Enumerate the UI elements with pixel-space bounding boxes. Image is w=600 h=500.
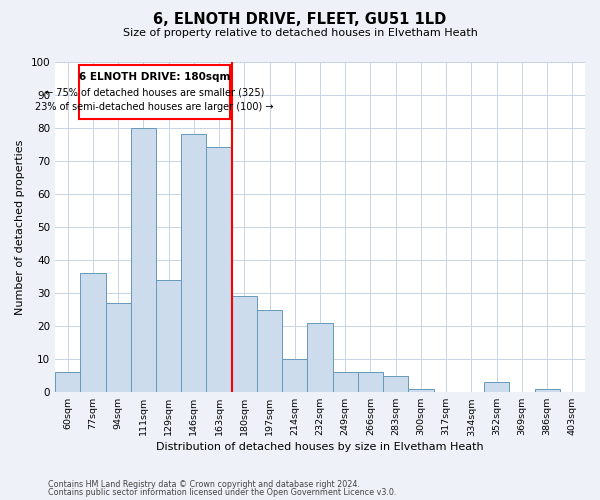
Text: 23% of semi-detached houses are larger (100) →: 23% of semi-detached houses are larger (…: [35, 102, 274, 113]
Bar: [80, 273, 106, 392]
Bar: [484, 382, 509, 392]
Text: Contains public sector information licensed under the Open Government Licence v3: Contains public sector information licen…: [48, 488, 397, 497]
Bar: [181, 134, 206, 392]
Bar: [332, 372, 358, 392]
Bar: [106, 303, 131, 392]
Text: 6 ELNOTH DRIVE: 180sqm: 6 ELNOTH DRIVE: 180sqm: [79, 72, 230, 82]
Text: 6, ELNOTH DRIVE, FLEET, GU51 1LD: 6, ELNOTH DRIVE, FLEET, GU51 1LD: [154, 12, 446, 28]
Bar: [55, 372, 80, 392]
Bar: [535, 389, 560, 392]
Bar: [131, 128, 156, 392]
Text: ← 75% of detached houses are smaller (325): ← 75% of detached houses are smaller (32…: [44, 87, 264, 97]
Bar: [257, 310, 282, 392]
X-axis label: Distribution of detached houses by size in Elvetham Heath: Distribution of detached houses by size …: [156, 442, 484, 452]
Bar: [206, 148, 232, 392]
Bar: [307, 322, 332, 392]
Bar: [358, 372, 383, 392]
Bar: [409, 389, 434, 392]
Bar: [232, 296, 257, 392]
Text: Size of property relative to detached houses in Elvetham Heath: Size of property relative to detached ho…: [122, 28, 478, 38]
Y-axis label: Number of detached properties: Number of detached properties: [15, 139, 25, 314]
FancyBboxPatch shape: [79, 65, 230, 120]
Bar: [156, 280, 181, 392]
Bar: [383, 376, 409, 392]
Bar: [282, 359, 307, 392]
Text: Contains HM Land Registry data © Crown copyright and database right 2024.: Contains HM Land Registry data © Crown c…: [48, 480, 360, 489]
